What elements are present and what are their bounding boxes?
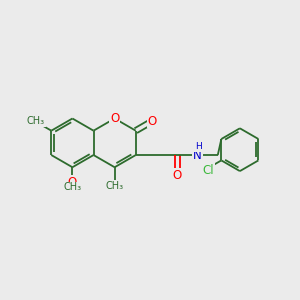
Text: O: O: [68, 176, 77, 189]
Text: O: O: [110, 112, 119, 125]
Text: O: O: [148, 115, 157, 128]
Text: CH₃: CH₃: [63, 182, 82, 193]
Text: N: N: [193, 148, 202, 162]
Text: Cl: Cl: [203, 164, 214, 177]
Text: CH₃: CH₃: [106, 181, 124, 191]
Text: O: O: [173, 169, 182, 182]
Text: CH₃: CH₃: [27, 116, 45, 126]
Text: H: H: [195, 142, 202, 151]
